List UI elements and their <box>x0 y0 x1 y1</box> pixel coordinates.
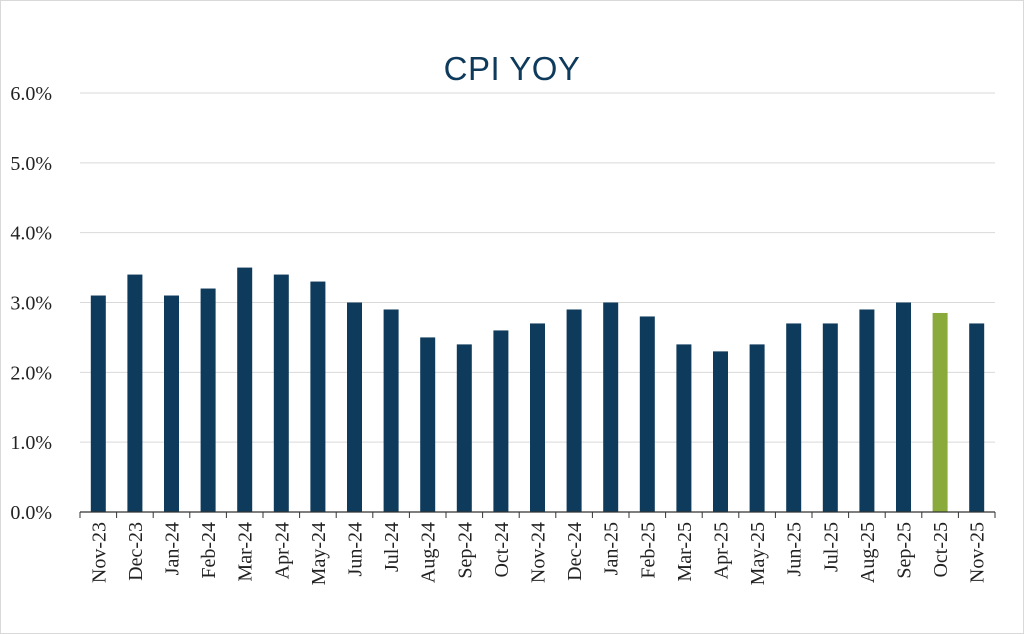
x-tick-label: Jan-25 <box>601 522 623 575</box>
x-tick-label: May-25 <box>747 522 769 585</box>
x-tick-label: Jun-25 <box>784 522 806 576</box>
y-tick-label: 0.0% <box>10 502 52 524</box>
bar-dec-23 <box>127 274 143 512</box>
bar-sep-24 <box>456 344 472 512</box>
bar-may-24 <box>310 281 326 512</box>
bar-feb-24 <box>200 288 216 512</box>
x-tick-label: Sep-25 <box>894 522 916 579</box>
x-tick-label: Aug-24 <box>418 522 440 583</box>
y-tick-label: 4.0% <box>10 223 52 245</box>
bar-apr-25 <box>713 351 728 512</box>
bar-mar-25 <box>676 344 692 512</box>
y-tick-label: 6.0% <box>10 83 52 105</box>
bar-oct-24 <box>493 330 509 512</box>
x-tick-label: Mar-24 <box>235 522 257 582</box>
x-tick-label: Jul-25 <box>820 522 842 572</box>
bar-sep-25 <box>896 302 911 512</box>
bar-feb-25 <box>639 316 655 512</box>
y-tick-label: 3.0% <box>10 293 52 315</box>
x-tick-label: Feb-25 <box>637 522 659 579</box>
bar-nov-25 <box>969 323 985 512</box>
x-tick-label: Nov-24 <box>528 522 550 583</box>
bars <box>90 267 985 512</box>
x-tick-label: Dec-23 <box>125 522 147 581</box>
bar-jan-24 <box>164 295 179 512</box>
bar-nov-24 <box>530 323 545 512</box>
x-tick-label: Jan-24 <box>162 522 184 575</box>
bar-jul-24 <box>383 309 399 512</box>
bar-jun-24 <box>347 302 362 512</box>
axes <box>79 511 996 518</box>
x-tick-label: Jun-24 <box>345 522 367 576</box>
x-tick-label: Nov-23 <box>88 522 110 583</box>
x-tick-label: Jul-24 <box>381 522 403 572</box>
bar-jul-25 <box>822 323 838 512</box>
bar-jun-25 <box>786 323 802 512</box>
x-tick-label: Feb-24 <box>198 522 220 579</box>
x-tick-label: Apr-25 <box>711 522 733 579</box>
y-tick-label: 2.0% <box>10 362 52 384</box>
chart-title: CPI YOY <box>443 50 581 87</box>
x-tick-label: Oct-24 <box>491 522 513 578</box>
x-tick-label: Mar-25 <box>674 522 696 582</box>
y-tick-label: 1.0% <box>10 432 52 454</box>
bar-oct-25 <box>932 312 948 512</box>
bar-aug-24 <box>420 337 436 512</box>
bar-jan-25 <box>603 302 619 512</box>
x-tick-label: Sep-24 <box>454 522 476 579</box>
labels: 0.0% 1.0% 2.0% 3.0% 4.0% 5.0% 6.0% Nov-23 Dec-23… <box>10 83 988 585</box>
x-tick-label: Nov-25 <box>967 522 989 583</box>
x-tick-label: Oct-25 <box>930 522 952 578</box>
bar-may-25 <box>749 344 765 512</box>
bar-nov-23 <box>90 295 106 512</box>
bar-mar-24 <box>237 267 253 512</box>
x-tick-label: Aug-25 <box>857 522 879 583</box>
bar-apr-24 <box>273 274 289 512</box>
x-tick-label: Apr-24 <box>271 522 293 579</box>
x-tick-label: Dec-24 <box>564 522 586 581</box>
bar-dec-24 <box>566 309 582 512</box>
y-tick-label: 5.0% <box>10 153 52 175</box>
x-tick-label: May-24 <box>308 522 330 585</box>
bar-aug-25 <box>859 309 875 512</box>
